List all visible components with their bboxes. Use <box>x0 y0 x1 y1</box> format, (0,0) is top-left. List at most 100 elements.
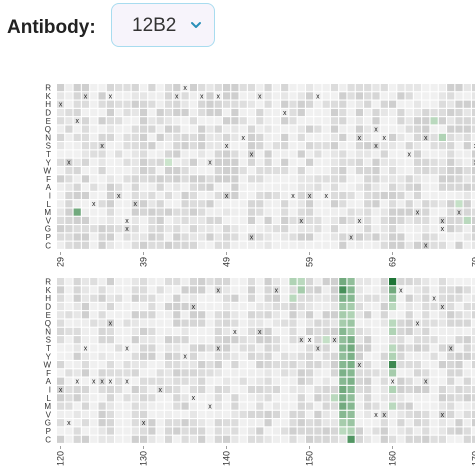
heatmap-cell[interactable] <box>339 369 347 377</box>
heatmap-cell[interactable] <box>264 84 272 92</box>
heatmap-cell[interactable] <box>372 302 380 311</box>
heatmap-cell[interactable] <box>106 175 114 183</box>
heatmap-cell[interactable] <box>206 410 214 418</box>
heatmap-cell[interactable] <box>438 286 446 294</box>
heatmap-cell[interactable] <box>164 158 173 166</box>
heatmap-cell[interactable] <box>206 100 214 108</box>
heatmap-cell[interactable] <box>231 327 239 335</box>
heatmap-cell[interactable] <box>164 286 173 294</box>
heatmap-cell[interactable] <box>115 225 123 233</box>
heatmap-cell[interactable] <box>65 125 73 133</box>
heatmap-cell[interactable] <box>330 108 339 117</box>
heatmap-cell[interactable] <box>189 352 197 360</box>
heatmap-cell[interactable] <box>123 294 131 302</box>
heatmap-cell[interactable] <box>131 125 139 133</box>
heatmap-cell[interactable] <box>463 200 471 208</box>
heatmap-cell[interactable] <box>90 394 98 402</box>
heatmap-cell[interactable] <box>181 117 189 125</box>
heatmap-cell[interactable] <box>98 150 106 158</box>
heatmap-cell[interactable] <box>314 302 322 311</box>
heatmap-cell[interactable] <box>405 183 413 191</box>
heatmap-cell[interactable] <box>164 311 173 319</box>
heatmap-cell[interactable] <box>115 327 123 335</box>
heatmap-cell[interactable] <box>397 419 405 427</box>
heatmap-cell[interactable] <box>314 233 322 241</box>
heatmap-cell[interactable] <box>247 435 256 443</box>
heatmap-cell[interactable] <box>206 344 214 352</box>
heatmap-cell[interactable] <box>463 233 471 241</box>
heatmap-cell[interactable] <box>297 369 305 377</box>
heatmap-cell[interactable] <box>430 233 438 241</box>
heatmap-cell[interactable] <box>247 327 256 335</box>
heatmap-cell[interactable] <box>57 311 65 319</box>
heatmap-cell[interactable] <box>364 311 372 319</box>
heatmap-cell[interactable] <box>322 183 330 191</box>
heatmap-cell[interactable] <box>148 435 156 443</box>
heatmap-cell[interactable] <box>447 352 455 360</box>
heatmap-cell[interactable] <box>405 108 413 117</box>
heatmap-cell[interactable] <box>106 84 114 92</box>
heatmap-cell[interactable] <box>438 352 446 360</box>
heatmap-cell[interactable] <box>264 419 272 427</box>
heatmap-cell[interactable] <box>281 233 289 241</box>
heatmap-cell[interactable] <box>463 319 471 327</box>
heatmap-cell[interactable] <box>355 435 363 443</box>
heatmap-cell[interactable] <box>164 294 173 302</box>
heatmap-cell[interactable] <box>214 427 222 435</box>
heatmap-cell[interactable] <box>164 208 173 216</box>
heatmap-cell[interactable] <box>372 319 380 327</box>
heatmap-cell[interactable] <box>247 216 256 224</box>
heatmap-cell[interactable] <box>206 427 214 435</box>
heatmap-cell[interactable] <box>231 133 239 141</box>
heatmap-cell[interactable] <box>106 241 114 249</box>
heatmap-cell[interactable] <box>355 427 363 435</box>
heatmap-cell[interactable] <box>57 142 65 150</box>
heatmap-cell[interactable] <box>181 167 189 175</box>
heatmap-cell[interactable] <box>364 410 372 418</box>
heatmap-cell[interactable] <box>65 352 73 360</box>
heatmap-cell[interactable] <box>198 191 206 200</box>
heatmap-cell[interactable] <box>380 361 388 369</box>
heatmap-cell[interactable] <box>73 208 81 216</box>
heatmap-cell[interactable] <box>430 167 438 175</box>
heatmap-cell[interactable] <box>314 108 322 117</box>
heatmap-cell[interactable] <box>90 92 98 100</box>
heatmap-cell[interactable] <box>65 344 73 352</box>
heatmap-cell[interactable] <box>206 385 214 394</box>
heatmap-cell[interactable] <box>272 208 280 216</box>
heatmap-cell[interactable] <box>247 150 256 158</box>
heatmap-cell[interactable] <box>472 352 475 360</box>
heatmap-cell[interactable] <box>413 200 422 208</box>
heatmap-cell[interactable] <box>73 361 81 369</box>
heatmap-cell[interactable] <box>65 385 73 394</box>
heatmap-cell[interactable] <box>347 327 355 335</box>
heatmap-cell[interactable] <box>214 377 222 385</box>
heatmap-cell[interactable] <box>123 100 131 108</box>
heatmap-cell[interactable] <box>389 167 397 175</box>
heatmap-cell[interactable] <box>297 150 305 158</box>
heatmap-cell[interactable] <box>389 84 397 92</box>
heatmap-cell[interactable] <box>322 117 330 125</box>
heatmap-cell[interactable] <box>314 191 322 200</box>
heatmap-cell[interactable] <box>347 175 355 183</box>
heatmap-cell[interactable] <box>322 435 330 443</box>
heatmap-cell[interactable] <box>148 233 156 241</box>
heatmap-cell[interactable] <box>214 216 222 224</box>
heatmap-cell[interactable] <box>115 402 123 410</box>
heatmap-cell[interactable] <box>364 233 372 241</box>
heatmap-cell[interactable] <box>231 361 239 369</box>
heatmap-cell[interactable] <box>223 278 231 286</box>
heatmap-cell[interactable] <box>306 377 314 385</box>
heatmap-cell[interactable] <box>131 336 139 344</box>
heatmap-cell[interactable] <box>90 302 98 311</box>
heatmap-cell[interactable] <box>231 311 239 319</box>
heatmap-cell[interactable] <box>347 385 355 394</box>
heatmap-cell[interactable] <box>239 100 247 108</box>
heatmap-cell[interactable] <box>106 278 114 286</box>
heatmap-cell[interactable] <box>98 327 106 335</box>
heatmap-cell[interactable] <box>173 191 181 200</box>
heatmap-cell[interactable] <box>281 336 289 344</box>
heatmap-cell[interactable] <box>297 361 305 369</box>
heatmap-cell[interactable] <box>181 410 189 418</box>
heatmap-cell[interactable] <box>106 302 114 311</box>
